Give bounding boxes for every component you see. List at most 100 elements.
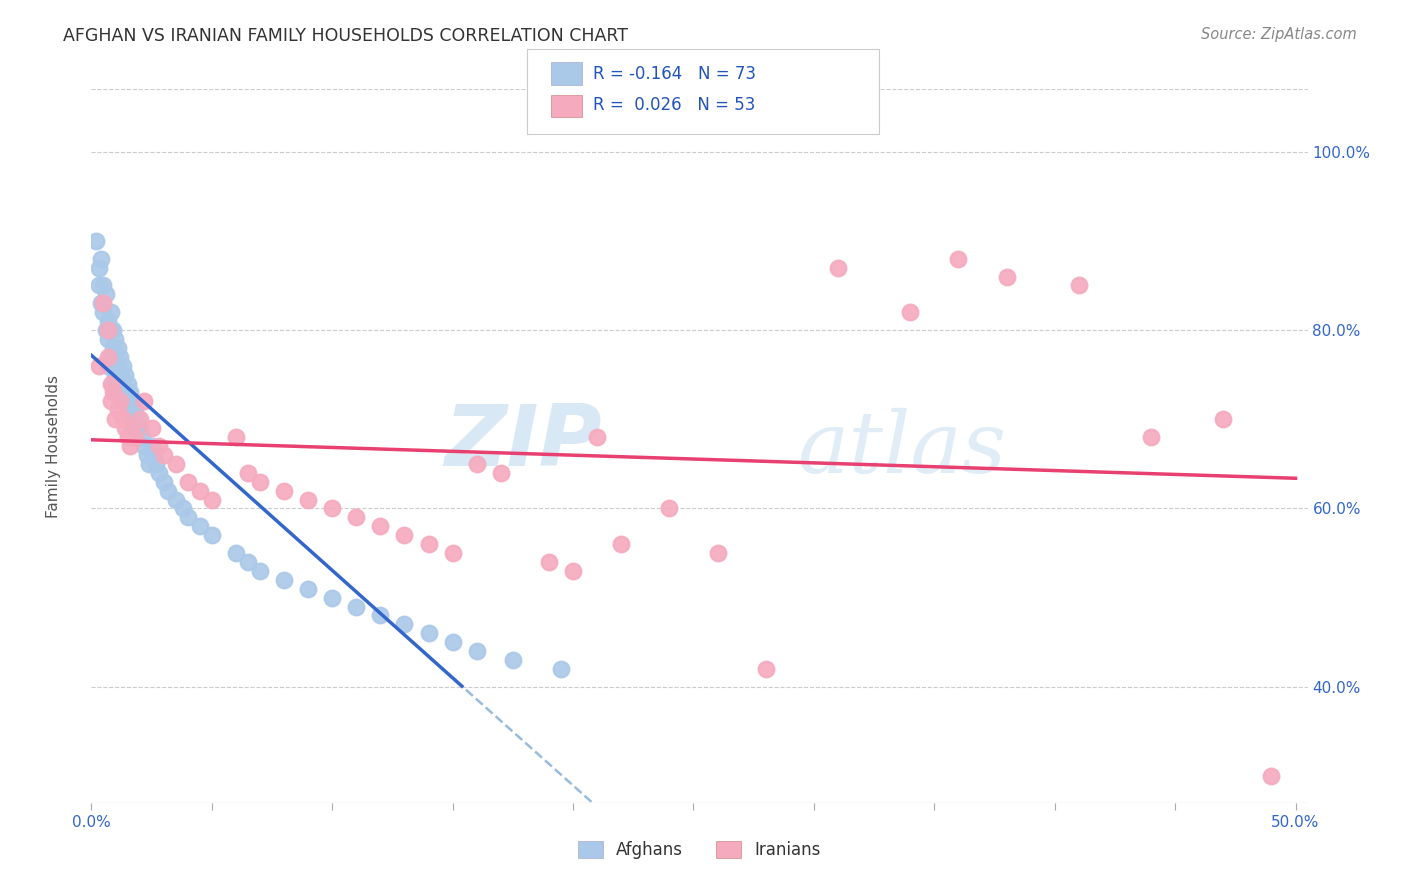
- Point: [117, 394, 139, 409]
- Point: [124, 430, 146, 444]
- Point: [321, 591, 343, 605]
- Point: [297, 582, 319, 596]
- Point: [124, 403, 146, 417]
- Point: [104, 385, 127, 400]
- Point: [117, 430, 139, 444]
- Point: [418, 537, 440, 551]
- Point: [97, 323, 120, 337]
- Point: [101, 376, 124, 391]
- Point: [104, 368, 127, 382]
- Point: [236, 466, 259, 480]
- Point: [134, 439, 156, 453]
- Point: [111, 394, 134, 409]
- Point: [100, 376, 122, 391]
- Point: [131, 430, 153, 444]
- Point: [344, 510, 367, 524]
- Point: [90, 296, 112, 310]
- Point: [145, 457, 167, 471]
- Point: [121, 394, 143, 409]
- Point: [90, 252, 112, 266]
- Point: [84, 234, 107, 248]
- Point: [249, 564, 271, 578]
- Point: [87, 260, 110, 275]
- Point: [249, 475, 271, 489]
- Point: [87, 278, 110, 293]
- Point: [134, 394, 156, 409]
- Point: [128, 412, 150, 426]
- Point: [441, 635, 464, 649]
- Point: [465, 644, 488, 658]
- Point: [550, 662, 572, 676]
- Point: [394, 617, 416, 632]
- Point: [898, 305, 921, 319]
- Point: [107, 359, 129, 373]
- Point: [118, 385, 141, 400]
- Point: [107, 403, 129, 417]
- Point: [165, 457, 187, 471]
- Point: [225, 546, 247, 560]
- Point: [370, 608, 392, 623]
- Point: [97, 359, 120, 373]
- Point: [97, 332, 120, 346]
- Point: [141, 421, 163, 435]
- Point: [201, 528, 224, 542]
- Point: [273, 573, 295, 587]
- Point: [111, 376, 134, 391]
- Point: [111, 412, 134, 426]
- Point: [143, 448, 166, 462]
- Point: [121, 412, 143, 426]
- Point: [114, 368, 136, 382]
- Point: [152, 448, 174, 462]
- Point: [87, 359, 110, 373]
- Point: [127, 412, 149, 426]
- Point: [188, 519, 211, 533]
- Text: Source: ZipAtlas.com: Source: ZipAtlas.com: [1201, 27, 1357, 42]
- Point: [1260, 769, 1282, 783]
- Point: [948, 252, 970, 266]
- Point: [100, 323, 122, 337]
- Point: [101, 323, 124, 337]
- Text: atlas: atlas: [797, 409, 1005, 491]
- Point: [110, 368, 132, 382]
- Point: [97, 350, 120, 364]
- Point: [297, 492, 319, 507]
- Text: R = -0.164   N = 73: R = -0.164 N = 73: [593, 64, 756, 83]
- Point: [177, 475, 200, 489]
- Point: [201, 492, 224, 507]
- Point: [100, 394, 122, 409]
- Point: [110, 394, 132, 409]
- Point: [658, 501, 681, 516]
- Point: [321, 501, 343, 516]
- Point: [117, 376, 139, 391]
- Point: [562, 564, 585, 578]
- Point: [135, 448, 157, 462]
- Point: [138, 457, 160, 471]
- Point: [706, 546, 728, 560]
- Point: [1067, 278, 1090, 293]
- Legend: Afghans, Iranians: Afghans, Iranians: [571, 834, 828, 866]
- Point: [489, 466, 512, 480]
- Point: [118, 439, 141, 453]
- Point: [94, 323, 117, 337]
- Point: [1212, 412, 1234, 426]
- Point: [441, 546, 464, 560]
- Point: [157, 483, 180, 498]
- Point: [141, 439, 163, 453]
- Point: [124, 421, 146, 435]
- Point: [225, 430, 247, 444]
- Point: [148, 466, 170, 480]
- Point: [537, 555, 560, 569]
- Point: [995, 269, 1018, 284]
- Point: [110, 385, 132, 400]
- Text: R =  0.026   N = 53: R = 0.026 N = 53: [593, 96, 755, 114]
- Point: [93, 278, 115, 293]
- Point: [370, 519, 392, 533]
- Point: [755, 662, 778, 676]
- Point: [100, 305, 122, 319]
- Point: [827, 260, 849, 275]
- Point: [107, 376, 129, 391]
- Point: [94, 287, 117, 301]
- Point: [128, 421, 150, 435]
- Point: [100, 350, 122, 364]
- Point: [344, 599, 367, 614]
